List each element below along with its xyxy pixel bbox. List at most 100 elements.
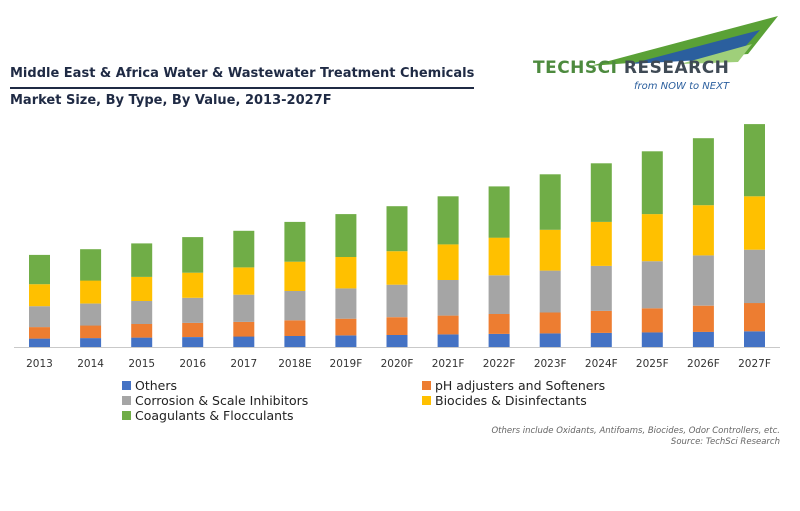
techsci-logo: TECHSCI RESEARCH from NOW to NEXT — [530, 14, 785, 96]
bar-2025f-series-0 — [641, 332, 663, 347]
x-tick-label: 2025F — [636, 358, 669, 370]
x-tick-labels: 2013 2014 2015 2016 2017 2018E 2019F 2020F 2021F… — [26, 358, 771, 370]
bar-2023f-series-1 — [539, 312, 561, 334]
legend-swatch-others — [122, 381, 131, 390]
x-tick-label: 2027F — [738, 358, 771, 370]
bar-2027f-series-4 — [744, 124, 765, 197]
bar-2025f-series-1 — [641, 308, 663, 333]
x-tick-label: 2017 — [230, 358, 257, 370]
legend-label-coagulants: Coagulants & Flocculants — [135, 408, 294, 423]
bar-2024f-series-2 — [590, 265, 612, 311]
bar-2015-series-1 — [131, 324, 153, 338]
bar-2024f-series-4 — [590, 163, 612, 222]
chart-title: Middle East & Africa Water & Wastewater … — [10, 62, 475, 113]
legend-label-biocides: Biocides & Disinfectants — [435, 393, 587, 408]
x-tick-label: 2019F — [330, 358, 363, 370]
bar-2024f-series-0 — [590, 332, 612, 347]
bar-2015-series-2 — [131, 301, 153, 324]
legend-item-biocides: Biocides & Disinfectants — [422, 393, 587, 408]
bar-2014-series-3 — [80, 280, 102, 304]
bar-2020f-series-3 — [386, 251, 408, 285]
bar-2021f-series-2 — [437, 280, 459, 316]
bar-2016-series-3 — [182, 272, 204, 298]
bar-2014-series-1 — [80, 325, 102, 339]
bar-2026f-series-4 — [692, 138, 714, 206]
legend-swatch-biocides — [422, 396, 431, 405]
bar-2026f-series-2 — [692, 255, 714, 306]
bar-2017-series-3 — [233, 267, 255, 295]
bar-2025f-series-4 — [641, 151, 663, 215]
bar-2015-series-0 — [131, 337, 153, 347]
bar-2027f-series-1 — [744, 303, 765, 332]
chart-title-line-1: Middle East & Africa Water & Wastewater … — [10, 62, 475, 89]
x-tick-label: 2026F — [687, 358, 720, 370]
chart-title-line-2: Market Size, By Type, By Value, 2013-202… — [10, 93, 332, 108]
logo-brand-part1: TECHSCI — [533, 58, 618, 78]
x-tick-label: 2018E — [278, 358, 311, 370]
bar-2017-series-1 — [233, 321, 255, 337]
legend-item-ph-adjusters: pH adjusters and Softeners — [422, 378, 605, 393]
logo-tagline: from NOW to NEXT — [634, 81, 730, 92]
chart-notes: Others include Oxidants, Antifoams, Bioc… — [491, 426, 780, 448]
logo-brand-part2: RESEARCH — [617, 58, 730, 78]
bar-2017-series-4 — [233, 230, 255, 268]
legend-label-others: Others — [135, 378, 178, 393]
source-text: Source: TechSci Research — [670, 437, 780, 447]
x-tick-label: 2014 — [77, 358, 104, 370]
legend-swatch-corrosion — [122, 396, 131, 405]
bar-2020f-series-1 — [386, 317, 408, 335]
x-tick-label: 2023F — [534, 358, 567, 370]
footnote-text: Others include Oxidants, Antifoams, Bioc… — [491, 426, 780, 436]
bar-2016-series-4 — [182, 237, 204, 273]
bar-2019f-series-0 — [335, 335, 357, 347]
bar-2022f-series-2 — [488, 275, 510, 314]
bar-2013-series-2 — [29, 306, 50, 328]
x-tick-label: 2022F — [483, 358, 516, 370]
x-tick-label: 2013 — [26, 358, 53, 370]
bar-2024f-series-1 — [590, 310, 612, 333]
bar-2013-series-1 — [29, 327, 50, 339]
bar-2023f-series-3 — [539, 229, 561, 271]
bar-2026f-series-0 — [692, 331, 714, 347]
bar-2018e-series-1 — [284, 320, 306, 336]
x-tick-label: 2015 — [128, 358, 155, 370]
bar-2022f-series-3 — [488, 237, 510, 276]
bar-2027f-series-2 — [744, 249, 765, 304]
bar-2027f-series-3 — [744, 196, 765, 250]
bar-2021f-series-0 — [437, 334, 459, 347]
bar-2026f-series-3 — [692, 205, 714, 256]
bar-2018e-series-3 — [284, 261, 306, 291]
bar-2014-series-0 — [80, 338, 102, 347]
logo-swoosh-icon — [590, 16, 778, 66]
bar-2025f-series-3 — [641, 214, 663, 262]
legend-swatch-coagulants — [122, 411, 131, 420]
bar-2014-series-4 — [80, 249, 102, 281]
bar-2021f-series-1 — [437, 315, 459, 335]
bar-2025f-series-2 — [641, 261, 663, 309]
x-tick-label: 2024F — [585, 358, 618, 370]
bar-2021f-series-4 — [437, 196, 459, 245]
bar-2027f-series-0 — [744, 331, 765, 347]
bar-2018e-series-4 — [284, 221, 306, 262]
bar-2015-series-4 — [131, 243, 153, 277]
legend-label-corrosion: Corrosion & Scale Inhibitors — [135, 393, 309, 408]
bar-2013-series-3 — [29, 284, 50, 307]
bar-2018e-series-2 — [284, 291, 306, 321]
bar-2024f-series-3 — [590, 221, 612, 266]
x-tick-label: 2020F — [381, 358, 414, 370]
bar-2016-series-2 — [182, 297, 204, 323]
logo-swoosh-light — [680, 44, 752, 64]
bar-2022f-series-4 — [488, 186, 510, 238]
bar-2019f-series-3 — [335, 257, 357, 289]
bar-2013-series-0 — [29, 338, 50, 347]
legend-item-corrosion: Corrosion & Scale Inhibitors — [122, 393, 308, 408]
bar-2013-series-4 — [29, 254, 50, 285]
bar-2016-series-1 — [182, 322, 204, 337]
bar-2018e-series-0 — [284, 336, 306, 347]
bar-2020f-series-2 — [386, 284, 408, 318]
bar-2020f-series-0 — [386, 335, 408, 347]
bar-2017-series-2 — [233, 294, 255, 322]
bar-2016-series-0 — [182, 337, 204, 347]
bar-2019f-series-1 — [335, 318, 357, 336]
